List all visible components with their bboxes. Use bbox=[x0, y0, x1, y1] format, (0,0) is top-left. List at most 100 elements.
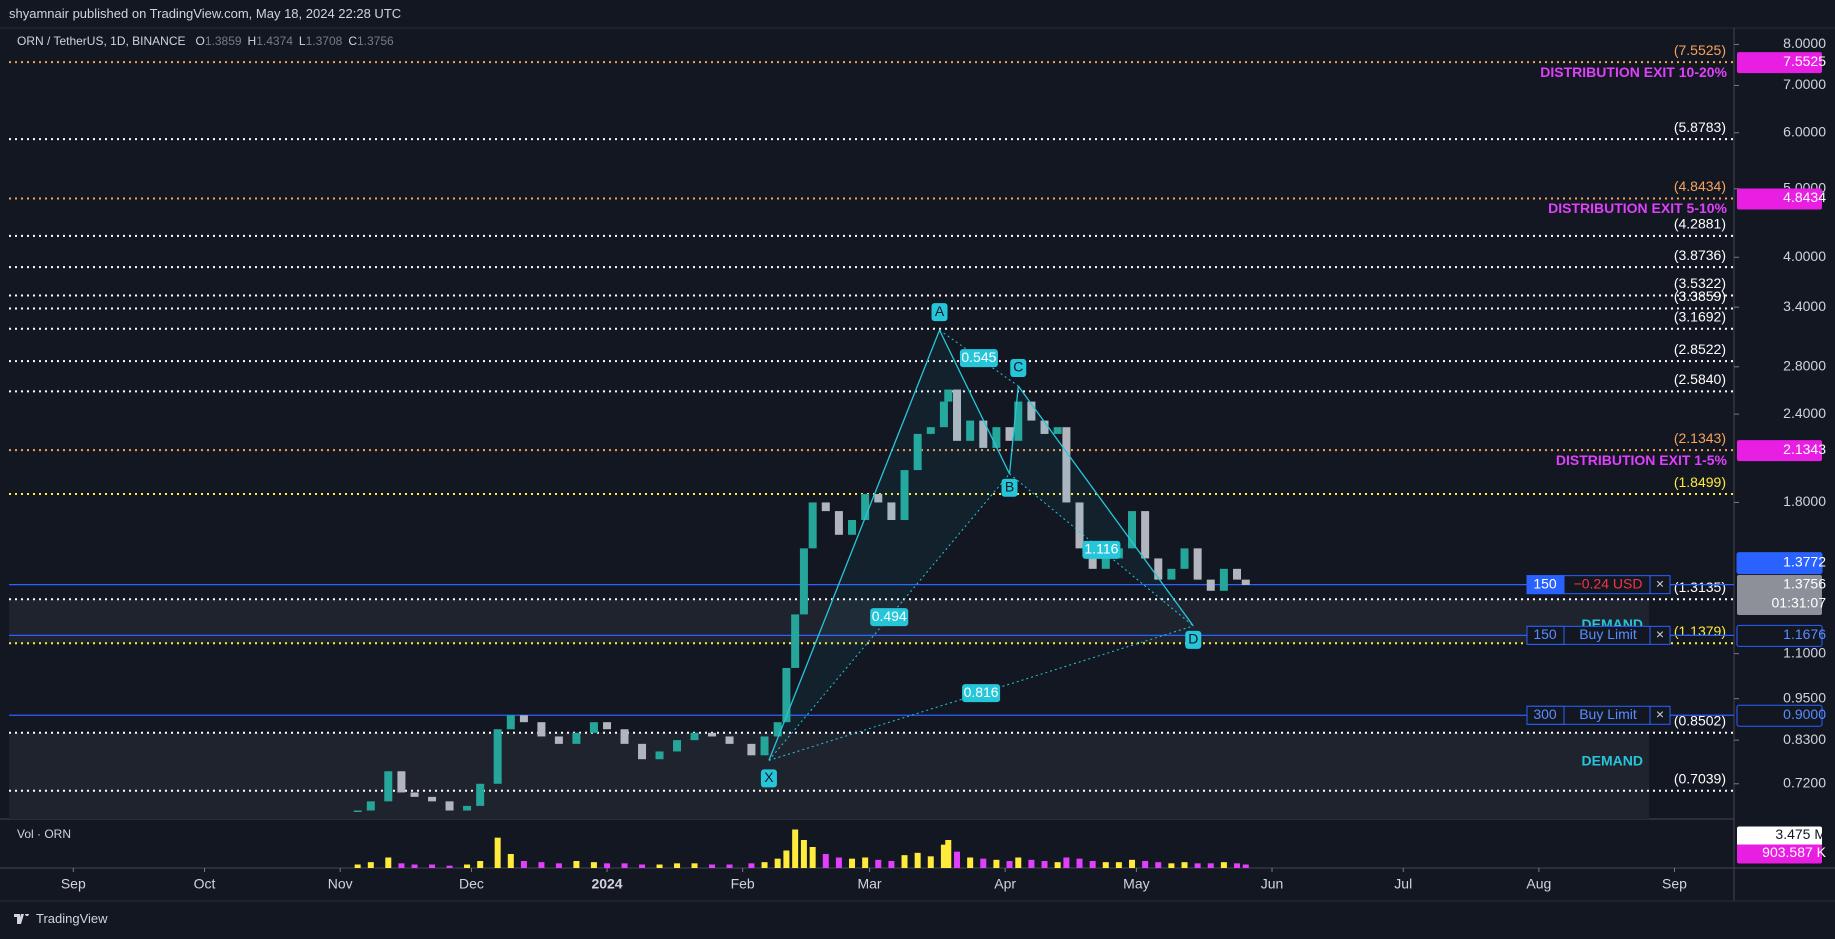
level-label: (2.5840) bbox=[1674, 371, 1726, 387]
candle bbox=[708, 732, 717, 737]
x-tick-label: Jul bbox=[1394, 876, 1412, 892]
exit-label: DISTRIBUTION EXIT 5-10% bbox=[1548, 200, 1727, 216]
volume-bar bbox=[573, 861, 580, 868]
volume-bar bbox=[774, 858, 781, 868]
volume-bar bbox=[411, 864, 418, 868]
pattern-point bbox=[1001, 478, 1018, 497]
candle bbox=[834, 511, 843, 535]
level-label: (4.8434) bbox=[1674, 178, 1726, 194]
candle bbox=[944, 389, 953, 402]
y-tick-label: 3.4000 bbox=[1783, 298, 1826, 314]
candle bbox=[1180, 548, 1189, 569]
volume-bar bbox=[1129, 859, 1136, 868]
volume-tag-label: 3.475 M bbox=[1775, 826, 1826, 842]
x-tick-label: May bbox=[1123, 876, 1149, 892]
candle bbox=[953, 389, 962, 441]
candle bbox=[773, 722, 782, 737]
countdown: 01:31:07 bbox=[1772, 595, 1827, 611]
candle bbox=[506, 715, 515, 730]
price-tag bbox=[1737, 188, 1822, 210]
volume-bar bbox=[726, 864, 733, 868]
level-label: (2.1343) bbox=[1674, 430, 1726, 446]
candle bbox=[603, 722, 612, 730]
candle bbox=[791, 614, 800, 668]
candle bbox=[966, 420, 975, 441]
ohlc-key: C bbox=[348, 34, 357, 48]
volume-bar bbox=[1063, 857, 1070, 868]
pattern-point bbox=[931, 303, 948, 322]
order-qty: 300 bbox=[1533, 706, 1557, 722]
last-price-tag bbox=[1737, 575, 1822, 616]
y-tick-label: 0.8300 bbox=[1783, 731, 1826, 747]
ohlc-value: 1.4374 bbox=[256, 34, 293, 48]
volume-title: Vol · ORN bbox=[17, 827, 72, 841]
order-close[interactable]: × bbox=[1656, 706, 1664, 722]
volume-bar bbox=[1076, 858, 1083, 868]
pattern-point-label: B bbox=[1005, 479, 1014, 495]
volume-bar bbox=[385, 857, 392, 868]
order-close[interactable]: × bbox=[1656, 575, 1664, 591]
candle bbox=[554, 736, 563, 744]
y-tick-label: 1.8000 bbox=[1783, 493, 1826, 509]
order-close[interactable]: × bbox=[1656, 626, 1664, 642]
order-qty-box bbox=[1526, 575, 1565, 595]
volume-bar bbox=[1089, 861, 1096, 868]
volume-bar bbox=[639, 864, 646, 868]
ohlc-key: L bbox=[298, 34, 306, 48]
level-label: (3.1692) bbox=[1674, 308, 1726, 324]
volume-bar bbox=[555, 863, 562, 868]
candle bbox=[572, 732, 581, 744]
candle bbox=[1167, 568, 1176, 580]
y-tick-label: 4.0000 bbox=[1783, 248, 1826, 264]
candle bbox=[366, 801, 375, 811]
volume-bar bbox=[1006, 861, 1013, 868]
level-label: (4.2881) bbox=[1674, 216, 1726, 232]
x-tick-label: Mar bbox=[857, 876, 881, 892]
x-tick-label: Sep bbox=[1662, 876, 1687, 892]
logo bbox=[14, 913, 29, 924]
ratio-label: 0.494 bbox=[872, 608, 907, 624]
ohlc-key: O bbox=[195, 34, 205, 48]
ratio-box bbox=[870, 608, 909, 627]
ratio-label: 0.816 bbox=[964, 684, 999, 700]
x-tick-label: Feb bbox=[731, 876, 755, 892]
last-price-label: 1.3756 bbox=[1783, 576, 1826, 592]
candle bbox=[493, 729, 502, 784]
candle bbox=[1062, 427, 1071, 503]
candle bbox=[1053, 427, 1062, 434]
level-label: (5.8783) bbox=[1674, 119, 1726, 135]
order-tag bbox=[1736, 552, 1823, 575]
volume-bar bbox=[1242, 864, 1249, 868]
y-tick-label: 6.0000 bbox=[1783, 123, 1826, 139]
level-label: (1.8499) bbox=[1674, 474, 1726, 490]
price-tag-label: 7.5525 bbox=[1783, 53, 1826, 69]
volume-bar bbox=[901, 855, 908, 868]
volume-bar bbox=[875, 859, 882, 868]
ratio-box bbox=[959, 349, 998, 368]
candle bbox=[992, 427, 1001, 448]
x-tick-label: Jun bbox=[1261, 876, 1284, 892]
volume-bar bbox=[354, 864, 361, 868]
ratio-line bbox=[939, 329, 1019, 387]
level-label: (1.1379) bbox=[1674, 623, 1726, 639]
ratio-box bbox=[1082, 540, 1121, 559]
volume-bar bbox=[1168, 863, 1175, 868]
price-tag-label: 2.1343 bbox=[1783, 441, 1826, 457]
volume-bar bbox=[1015, 857, 1022, 868]
candle bbox=[821, 502, 830, 512]
candle bbox=[445, 801, 454, 811]
candle bbox=[1027, 401, 1036, 421]
volume-bar bbox=[980, 858, 987, 868]
candle bbox=[861, 494, 870, 520]
volume-bar bbox=[604, 863, 611, 868]
level-label: (0.8502) bbox=[1674, 712, 1726, 728]
pattern-leg bbox=[1017, 385, 1194, 627]
candle bbox=[782, 667, 791, 723]
order-qty-box bbox=[1526, 625, 1565, 645]
volume-bar bbox=[367, 862, 374, 868]
volume-bar bbox=[1207, 863, 1214, 868]
y-tick-label: 0.7200 bbox=[1783, 774, 1826, 790]
level-label: (3.5322) bbox=[1674, 275, 1726, 291]
candle bbox=[1233, 568, 1242, 580]
candle bbox=[384, 771, 393, 802]
